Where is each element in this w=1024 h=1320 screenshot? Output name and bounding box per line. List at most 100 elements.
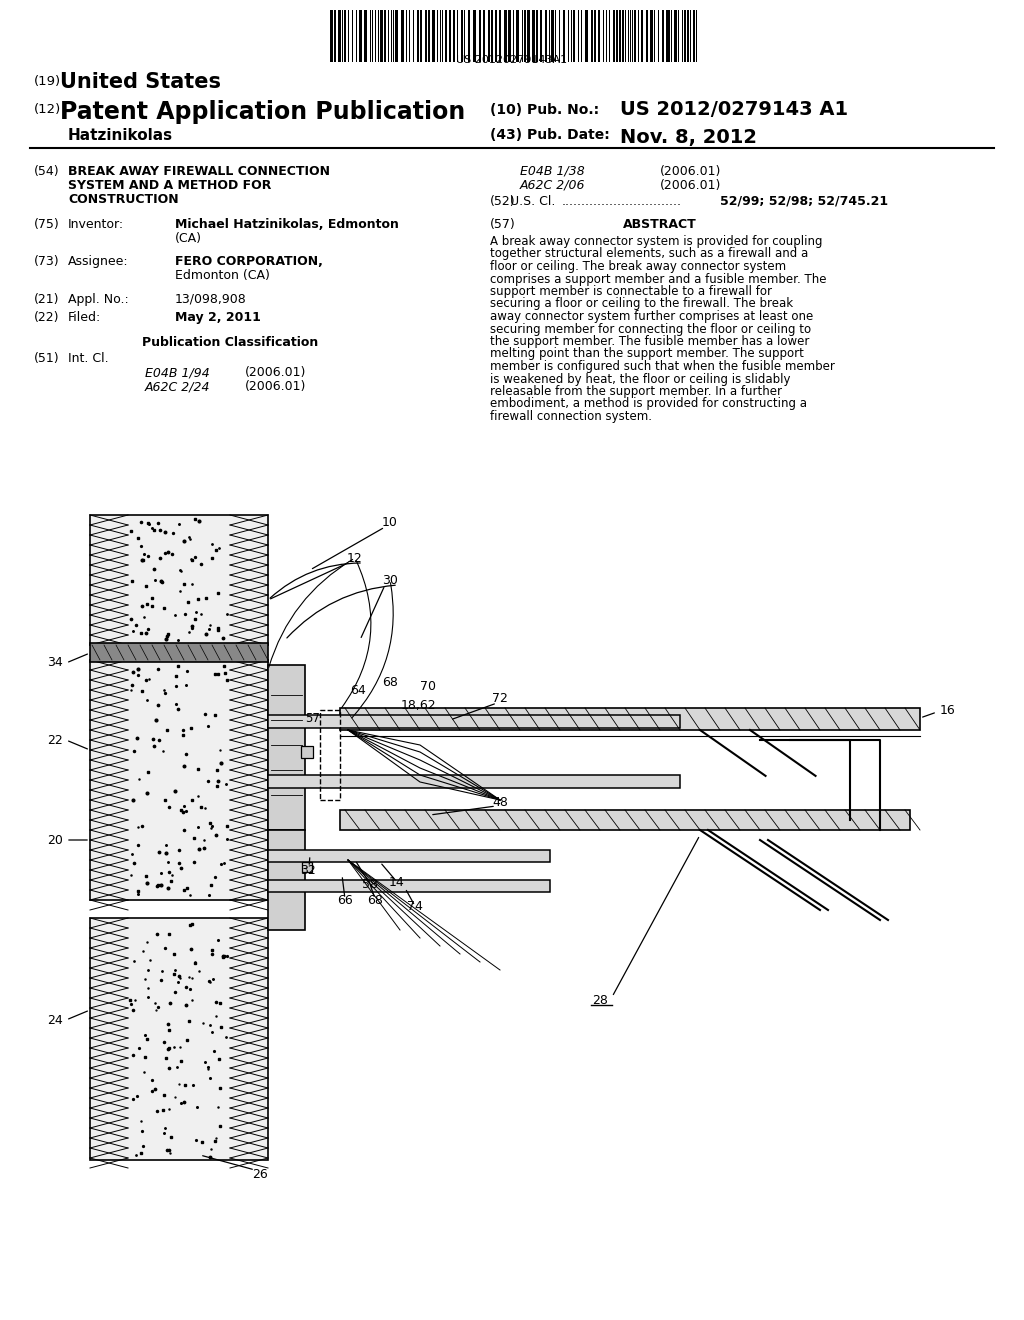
Bar — [268, 880, 550, 892]
Bar — [268, 850, 550, 862]
Bar — [330, 11, 333, 62]
Bar — [684, 11, 686, 62]
Bar — [421, 11, 423, 62]
Bar — [585, 11, 588, 62]
Text: is weakened by heat, the floor or ceiling is slidably: is weakened by heat, the floor or ceilin… — [490, 372, 791, 385]
Text: 72: 72 — [493, 692, 508, 705]
Text: (2006.01): (2006.01) — [660, 165, 721, 178]
Text: (2006.01): (2006.01) — [245, 366, 306, 379]
Bar — [428, 11, 430, 62]
Bar — [468, 11, 470, 62]
Text: 32: 32 — [300, 863, 315, 876]
Bar — [573, 11, 574, 62]
Bar — [537, 11, 539, 62]
Bar — [479, 11, 481, 62]
Text: (57): (57) — [490, 218, 516, 231]
Bar — [364, 11, 367, 62]
Text: 64: 64 — [350, 684, 366, 697]
Text: 66: 66 — [337, 894, 353, 907]
Text: together structural elements, such as a firewall and a: together structural elements, such as a … — [490, 248, 808, 260]
Bar — [687, 11, 689, 62]
Bar — [268, 715, 680, 729]
Text: (54): (54) — [34, 165, 59, 178]
Bar — [90, 660, 268, 900]
Text: 22: 22 — [47, 734, 63, 747]
Text: Inventor:: Inventor: — [68, 218, 124, 231]
Text: 13/098,908: 13/098,908 — [175, 293, 247, 306]
Bar — [384, 11, 386, 62]
Bar — [268, 665, 305, 830]
Bar — [449, 11, 451, 62]
Text: Patent Application Publication: Patent Application Publication — [60, 100, 465, 124]
Text: (22): (22) — [34, 312, 59, 323]
Bar — [395, 11, 398, 62]
Text: 58: 58 — [362, 879, 378, 891]
Text: securing a floor or ceiling to the firewall. The break: securing a floor or ceiling to the firew… — [490, 297, 794, 310]
Bar — [425, 11, 427, 62]
Text: Publication Classification: Publication Classification — [142, 337, 318, 348]
Bar — [90, 515, 268, 645]
Text: US 2012/0279143 A1: US 2012/0279143 A1 — [620, 100, 848, 119]
Bar — [650, 11, 653, 62]
Bar — [693, 11, 695, 62]
Text: (75): (75) — [34, 218, 59, 231]
Text: (10) Pub. No.:: (10) Pub. No.: — [490, 103, 599, 117]
Bar — [516, 11, 519, 62]
Text: firewall connection system.: firewall connection system. — [490, 411, 652, 422]
Text: FERO CORPORATION,: FERO CORPORATION, — [175, 255, 323, 268]
Text: E04B 1/94: E04B 1/94 — [145, 366, 210, 379]
Text: SYSTEM AND A METHOD FOR: SYSTEM AND A METHOD FOR — [68, 180, 271, 191]
Bar — [667, 11, 670, 62]
Bar — [340, 810, 910, 830]
Bar — [551, 11, 554, 62]
Text: (2006.01): (2006.01) — [245, 380, 306, 393]
Bar — [499, 11, 501, 62]
Text: 68: 68 — [382, 676, 398, 689]
Text: member is configured such that when the fusible member: member is configured such that when the … — [490, 360, 835, 374]
Text: United States: United States — [60, 73, 221, 92]
Text: (51): (51) — [34, 352, 59, 366]
Text: (52): (52) — [490, 195, 516, 209]
Text: 26: 26 — [252, 1168, 268, 1181]
Text: A62C 2/06: A62C 2/06 — [520, 180, 586, 191]
Bar — [359, 11, 361, 62]
Bar — [663, 11, 665, 62]
Bar — [634, 11, 636, 62]
Text: E04B 1/38: E04B 1/38 — [520, 165, 585, 178]
Text: embodiment, a method is provided for constructing a: embodiment, a method is provided for con… — [490, 397, 807, 411]
Bar — [90, 917, 268, 1160]
Text: 28: 28 — [592, 994, 608, 1006]
Text: the support member. The fusible member has a lower: the support member. The fusible member h… — [490, 335, 809, 348]
Bar — [461, 11, 463, 62]
Bar — [453, 11, 455, 62]
Bar — [490, 11, 493, 62]
Text: ABSTRACT: ABSTRACT — [624, 218, 697, 231]
Bar — [268, 830, 305, 931]
Text: away connector system further comprises at least one: away connector system further comprises … — [490, 310, 813, 323]
Text: (73): (73) — [34, 255, 59, 268]
Text: U.S. Cl.: U.S. Cl. — [510, 195, 555, 209]
Text: 57: 57 — [305, 711, 321, 725]
Text: 14: 14 — [389, 876, 404, 890]
Bar — [532, 11, 536, 62]
Text: floor or ceiling. The break away connector system: floor or ceiling. The break away connect… — [490, 260, 786, 273]
Bar — [268, 775, 680, 788]
Text: 30: 30 — [382, 573, 398, 586]
Bar — [524, 11, 526, 62]
Text: releasable from the support member. In a further: releasable from the support member. In a… — [490, 385, 782, 399]
Bar — [444, 11, 446, 62]
Bar — [401, 11, 404, 62]
Text: 20: 20 — [47, 833, 63, 846]
Text: Michael Hatzinikolas, Edmonton: Michael Hatzinikolas, Edmonton — [175, 218, 399, 231]
Bar — [487, 11, 489, 62]
Text: Appl. No.:: Appl. No.: — [68, 293, 129, 306]
Text: (12): (12) — [34, 103, 61, 116]
Bar — [508, 11, 511, 62]
Text: 68: 68 — [367, 894, 383, 907]
Bar — [380, 11, 383, 62]
Text: securing member for connecting the floor or ceiling to: securing member for connecting the floor… — [490, 322, 811, 335]
Bar — [432, 11, 435, 62]
Text: 34: 34 — [47, 656, 63, 669]
Text: May 2, 2011: May 2, 2011 — [175, 312, 261, 323]
Bar — [90, 643, 268, 663]
